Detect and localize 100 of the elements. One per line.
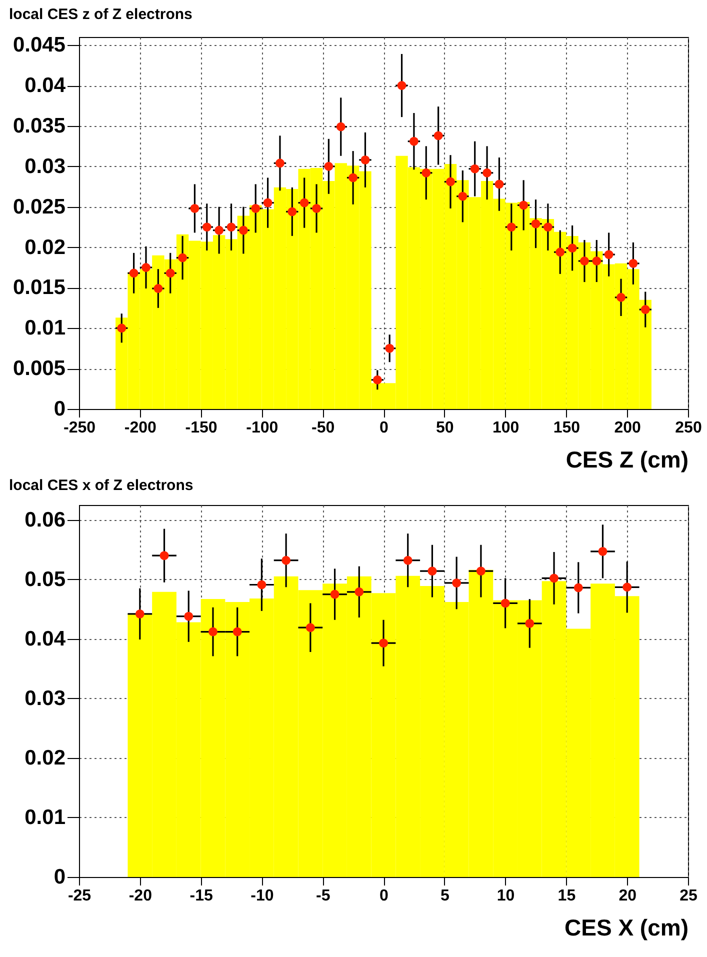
point (276, 158, 284, 168)
point (348, 173, 358, 182)
x-tick-label: 250 (675, 420, 702, 436)
point (184, 612, 194, 621)
point (330, 590, 340, 599)
point (500, 598, 510, 608)
y-tick-label: 0.025 (12, 195, 66, 218)
point (354, 587, 364, 596)
y-tick-label: 0.04 (24, 74, 66, 98)
y-tick-label: 0.02 (24, 746, 66, 770)
point (452, 578, 462, 588)
point (616, 292, 626, 302)
point (550, 574, 558, 583)
x-tick-label: 10 (496, 888, 515, 904)
y-tick-label: 0.01 (24, 806, 66, 829)
x-tick-label: -150 (185, 420, 218, 436)
y-tick-label: 0.035 (12, 114, 66, 138)
point (525, 618, 534, 628)
point (160, 551, 169, 560)
point (628, 258, 638, 268)
point (604, 250, 614, 259)
y-tick-label: 0.04 (24, 627, 66, 650)
y-tick-label: 0.06 (24, 508, 66, 532)
y-tick-label: 0 (54, 866, 66, 888)
y-tick-label: 0.02 (24, 236, 66, 259)
point (519, 200, 528, 210)
point (324, 162, 334, 171)
y-tick-label: 0.045 (12, 34, 66, 57)
point (312, 204, 321, 213)
x-tick-label: -100 (246, 420, 278, 436)
point (232, 627, 242, 636)
point (379, 638, 388, 648)
point (428, 566, 437, 576)
point (446, 177, 455, 186)
y-tick-label: 0.01 (24, 316, 66, 340)
point (190, 204, 200, 213)
point (288, 207, 297, 216)
point (300, 198, 309, 208)
point (556, 248, 565, 257)
point (598, 546, 608, 556)
x-tick-label: 25 (680, 888, 698, 904)
point (166, 268, 175, 278)
point (251, 204, 260, 213)
x-tick-label: 50 (436, 420, 454, 436)
point (568, 244, 577, 253)
y-tick-label: 0 (54, 398, 66, 420)
point (154, 284, 163, 293)
point (135, 609, 144, 618)
point (458, 192, 468, 201)
x-tick-label: -10 (250, 888, 274, 904)
x-tick-label: -5 (316, 888, 330, 904)
point (494, 180, 504, 189)
x-tick-label: -250 (63, 420, 96, 436)
point (622, 582, 632, 592)
point (640, 305, 650, 314)
point (434, 131, 443, 140)
point (263, 198, 272, 208)
y-tick-label: 0.03 (24, 154, 66, 178)
x-tick-label: 200 (614, 420, 642, 436)
x-tick-label: -50 (312, 420, 335, 436)
x-tick-label: 5 (440, 888, 450, 904)
point (574, 583, 583, 592)
x-tick-label: -200 (124, 420, 157, 436)
point (422, 168, 431, 178)
x-tick-label: 150 (553, 420, 580, 436)
point (306, 623, 315, 632)
point (506, 222, 516, 232)
point (282, 556, 291, 565)
x-tick-label: -15 (190, 888, 213, 904)
point (178, 253, 187, 262)
point (403, 556, 412, 565)
chart-title: local CES z of Z electrons (9, 6, 192, 24)
point (336, 122, 346, 132)
point (360, 155, 370, 164)
x-tick-label: 15 (558, 888, 576, 904)
y-tick-label: 0.03 (24, 686, 66, 710)
point (117, 324, 126, 333)
x-axis-title: CES X (cm) (564, 914, 688, 940)
x-tick-label: 100 (492, 420, 520, 436)
x-tick-label: -25 (68, 888, 92, 904)
point (142, 263, 150, 272)
y-tick-label: 0.05 (24, 568, 66, 591)
point (476, 566, 486, 576)
point (409, 136, 418, 146)
x-tick-label: 0 (380, 888, 389, 904)
point (470, 164, 480, 174)
y-tick-label: 0.015 (12, 276, 66, 300)
point (129, 268, 138, 278)
x-tick-label: 20 (618, 888, 637, 904)
point (482, 168, 492, 178)
x-axis-title: CES Z (cm) (566, 446, 688, 472)
chart-title: local CES x of Z electrons (9, 477, 194, 494)
point (372, 375, 382, 384)
x-tick-label: -20 (128, 888, 152, 904)
x-tick-label: 0 (380, 420, 389, 436)
point (385, 344, 394, 353)
point (257, 580, 266, 590)
y-tick-label: 0.005 (12, 357, 66, 380)
point (397, 81, 406, 90)
point (208, 627, 218, 636)
